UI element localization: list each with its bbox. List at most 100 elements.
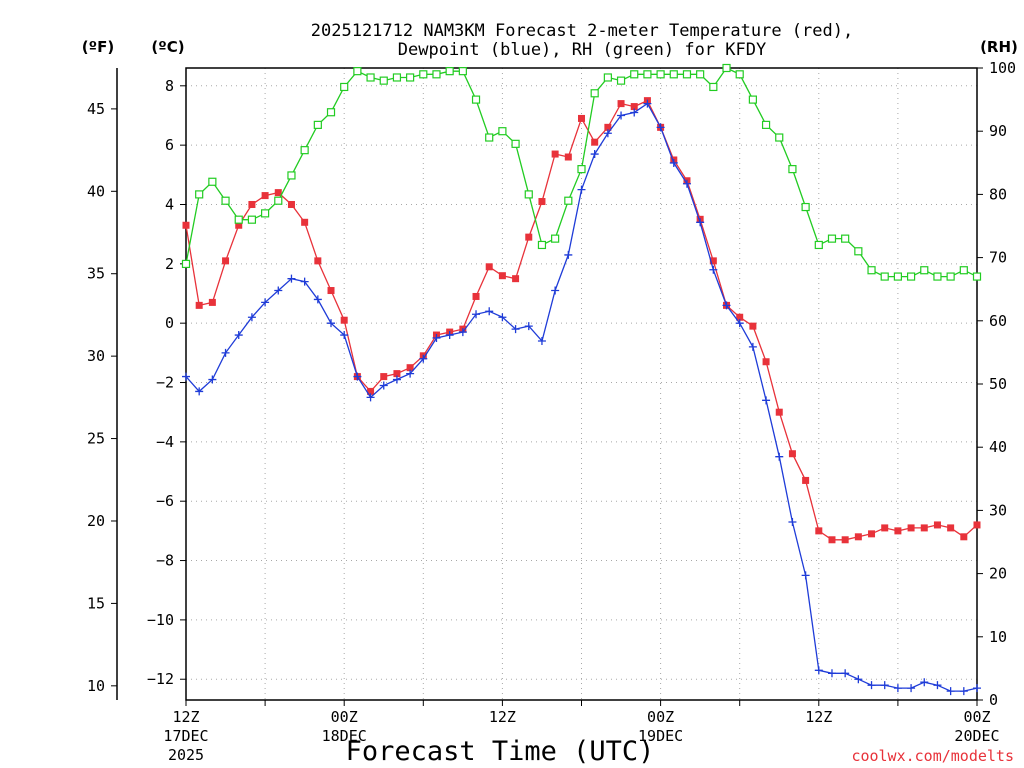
2-meter-temperature-point xyxy=(841,536,849,544)
dewpoint-point xyxy=(274,286,283,295)
rh-point xyxy=(432,70,441,79)
2-meter-temperature-point xyxy=(894,527,902,535)
rh-point xyxy=(801,202,810,212)
celsius-tick-label: 2 xyxy=(165,255,174,273)
dewpoint-point xyxy=(485,307,494,316)
dewpoint-point xyxy=(696,218,705,227)
fahrenheit-tick-label: 35 xyxy=(87,265,105,283)
rh-tick-label: 10 xyxy=(989,628,1007,646)
rh-point xyxy=(893,272,903,281)
2-meter-temperature-point xyxy=(182,221,190,229)
2-meter-temperature-point xyxy=(881,524,889,532)
dewpoint-point xyxy=(261,298,270,307)
rh-point xyxy=(445,67,454,76)
dewpoint-point xyxy=(247,313,256,322)
2-meter-temperature-point xyxy=(604,123,612,131)
rh-point xyxy=(287,171,296,180)
dewpoint-point xyxy=(907,684,916,693)
rh-point xyxy=(181,259,191,269)
2-meter-temperature-point xyxy=(208,298,216,306)
rh-point xyxy=(208,177,217,186)
2-meter-temperature-point xyxy=(907,524,915,532)
2-meter-temperature-point xyxy=(762,358,770,366)
2-meter-temperature-point xyxy=(327,287,335,295)
rh-point xyxy=(867,266,876,275)
dewpoint-point xyxy=(458,328,467,337)
dewpoint-point xyxy=(313,295,322,304)
2-meter-temperature-point xyxy=(736,313,744,321)
celsius-tick-label: 0 xyxy=(165,314,174,332)
axes: 86420−2−4−6−8−10−12454035302520151010090… xyxy=(87,59,1016,764)
rh-point xyxy=(340,82,349,92)
rh-point xyxy=(300,146,309,155)
celsius-tick-label: −8 xyxy=(156,552,174,570)
rh-point xyxy=(748,95,757,104)
rh-point xyxy=(761,120,771,129)
celsius-tick-label: −4 xyxy=(156,433,174,451)
dewpoint-point xyxy=(234,331,243,340)
rh-unit-label: (RH) xyxy=(980,38,1018,56)
dewpoint-point xyxy=(537,336,546,345)
dewpoint-point xyxy=(656,123,665,132)
fahrenheit-tick-label: 30 xyxy=(87,347,105,365)
dewpoint-point xyxy=(195,387,204,396)
rh-point xyxy=(696,70,705,79)
dewpoint-point xyxy=(221,348,230,357)
rh-point xyxy=(959,266,968,275)
rh-tick-label: 100 xyxy=(989,59,1016,77)
2-meter-temperature-point xyxy=(591,138,599,146)
rh-point xyxy=(920,266,929,275)
2-meter-temperature-point xyxy=(498,272,506,280)
dewpoint-point xyxy=(709,265,718,274)
2-meter-temperature-point xyxy=(261,192,269,200)
rh-point xyxy=(643,70,652,79)
x-tick-date: 17DEC xyxy=(163,727,208,745)
2-meter-temperature-point xyxy=(301,218,309,226)
rh-point xyxy=(353,67,362,76)
2-meter-temperature-point xyxy=(248,200,256,208)
rh-point xyxy=(234,215,243,224)
x-tick-label: 00Z xyxy=(963,708,990,726)
rh-point xyxy=(616,76,626,85)
rh-point xyxy=(656,70,665,79)
celsius-tick-label: −12 xyxy=(147,670,174,688)
rh-point xyxy=(471,95,481,104)
dewpoint-point xyxy=(564,250,573,259)
dewpoint-point xyxy=(854,675,863,684)
dewpoint-point xyxy=(801,571,810,580)
dewpoint-point xyxy=(973,684,981,693)
2-meter-temperature-point xyxy=(868,530,876,538)
dewpoint-point xyxy=(893,684,902,693)
dewpoint-point xyxy=(867,681,876,690)
fahrenheit-tick-label: 40 xyxy=(87,182,105,200)
2-meter-temperature-point xyxy=(630,103,638,111)
rh-point xyxy=(392,73,402,82)
chart-title-line2: Dewpoint (blue), RH (green) for KFDY xyxy=(398,40,766,60)
dewpoint-point xyxy=(920,678,929,687)
rh-tick-label: 0 xyxy=(989,691,998,709)
dewpoint-point xyxy=(551,286,560,295)
dewpoint-point xyxy=(669,158,678,167)
rh-point xyxy=(841,234,850,243)
celsius-tick-label: 8 xyxy=(165,77,174,95)
dewpoint-point xyxy=(511,325,520,334)
2-meter-temperature-point xyxy=(973,521,981,529)
x-tick-label: 12Z xyxy=(805,708,832,726)
rh-point xyxy=(577,165,586,174)
dewpoint-point xyxy=(208,375,217,384)
fahrenheit-unit-label: (ºF) xyxy=(82,38,114,56)
x-tick-label: 00Z xyxy=(331,708,358,726)
dewpoint-point xyxy=(432,334,441,343)
rh-point xyxy=(511,139,520,148)
celsius-tick-label: −6 xyxy=(156,492,174,510)
rh-point xyxy=(498,127,507,136)
rh-point xyxy=(709,82,718,92)
x-tick-date: 18DEC xyxy=(322,727,367,745)
rh-point xyxy=(406,73,415,82)
rh-point xyxy=(590,89,599,98)
rh-point xyxy=(972,272,982,281)
dewpoint-point xyxy=(392,375,401,384)
dewpoint-point xyxy=(287,274,296,283)
dewpoint-point xyxy=(748,342,757,351)
dewpoint-point xyxy=(524,322,533,331)
